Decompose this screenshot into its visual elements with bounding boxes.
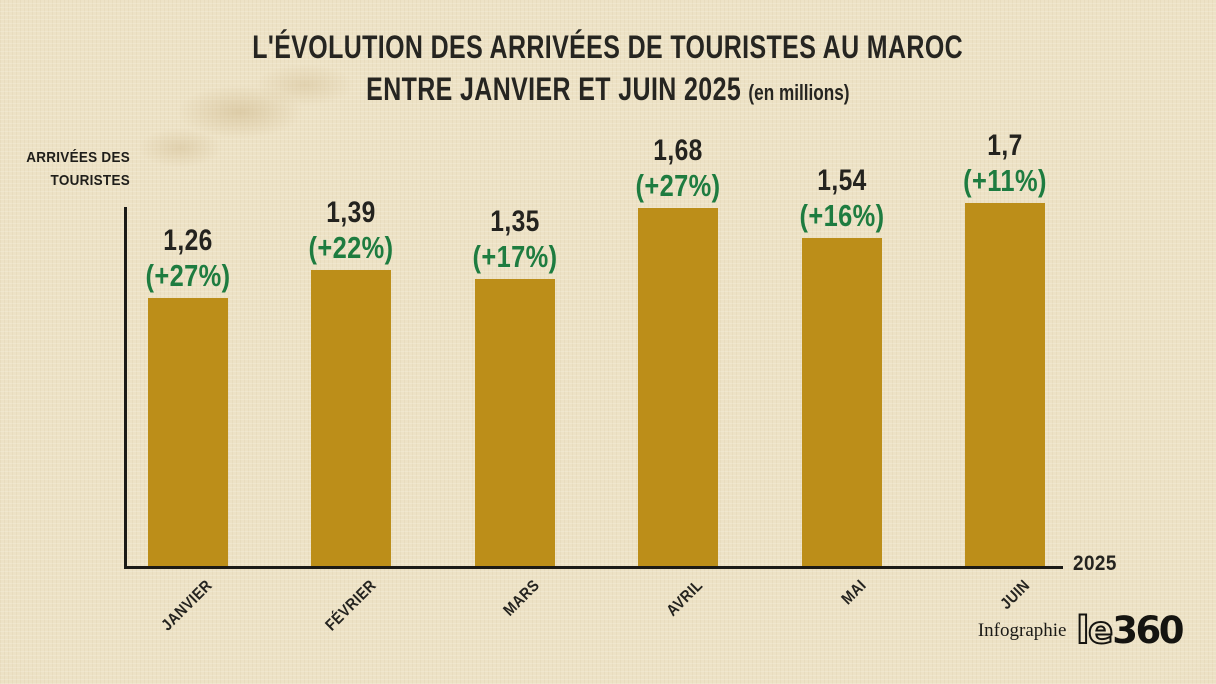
x-axis-year-label: 2025 [1073, 552, 1117, 575]
chart-title-line1: L'ÉVOLUTION DES ARRIVÉES DE TOURISTES AU… [0, 26, 1216, 68]
x-tick-label-mai: MAI [838, 577, 870, 609]
bar-value-label-juin: 1,7 (+11%) [963, 131, 1047, 198]
bar-growth: (+11%) [963, 163, 1047, 198]
bar-value-label-janvier: 1,26 (+27%) [145, 226, 230, 293]
bar-value: 1,7 [987, 129, 1023, 162]
bar-value: 1,68 [653, 134, 703, 167]
x-axis-line [124, 566, 1063, 569]
x-tick-label-avril: AVRIL [663, 577, 707, 620]
bar-growth: (+27%) [145, 258, 231, 293]
le360-logo: le360 [1075, 609, 1184, 652]
bar-janvier [148, 298, 228, 569]
bar-mai [801, 238, 882, 569]
bar-value: 1,26 [163, 224, 213, 257]
y-axis-title-line2: TOURISTES [50, 171, 131, 189]
le360-logo-le: le [1075, 609, 1114, 652]
bar-growth: (+16%) [799, 198, 885, 233]
bar-value: 1,39 [326, 196, 377, 229]
bar-growth: (+22%) [308, 230, 394, 265]
bar-growth: (+17%) [472, 239, 558, 274]
bar-value-label-fevrier: 1,39 (+22%) [309, 198, 394, 265]
bar-avril [638, 208, 719, 569]
credit-label: Infographie [977, 619, 1067, 641]
bar-value: 1,35 [490, 205, 540, 238]
le360-logo-360: 360 [1112, 609, 1184, 652]
bar-juin [965, 203, 1045, 569]
y-axis-title-line1: ARRIVÉES DES [26, 149, 130, 166]
footer: Infographie le360 [977, 609, 1185, 652]
x-tick-label-juin: JUIN [997, 577, 1034, 613]
bar-value-label-avril: 1,68 (+27%) [636, 136, 721, 203]
bar-value-label-mars: 1,35 (+17%) [472, 207, 557, 274]
bar-value-label-mai: 1,54 (+16%) [799, 166, 884, 233]
chart-title-line2: ENTRE JANVIER ET JUIN 2025 (en millions) [0, 68, 1216, 110]
x-tick-label-fevrier: FÉVRIER [322, 577, 380, 635]
chart-title: L'ÉVOLUTION DES ARRIVÉES DE TOURISTES AU… [0, 26, 1216, 110]
chart-title-line2-text: ENTRE JANVIER ET JUIN 2025 [366, 71, 742, 108]
bar-mars [474, 279, 555, 569]
chart-title-line1-text: L'ÉVOLUTION DES ARRIVÉES DE TOURISTES AU… [252, 29, 964, 65]
bar-value: 1,54 [816, 164, 867, 197]
y-axis-line [124, 207, 127, 569]
y-axis-title: ARRIVÉES DES TOURISTES [20, 147, 130, 192]
chart-title-unit: (en millions) [748, 80, 850, 106]
bar-growth: (+27%) [635, 168, 721, 203]
bar-fevrier [311, 270, 392, 569]
x-tick-label-mars: MARS [500, 577, 543, 620]
x-tick-label-janvier: JANVIER [158, 577, 217, 635]
